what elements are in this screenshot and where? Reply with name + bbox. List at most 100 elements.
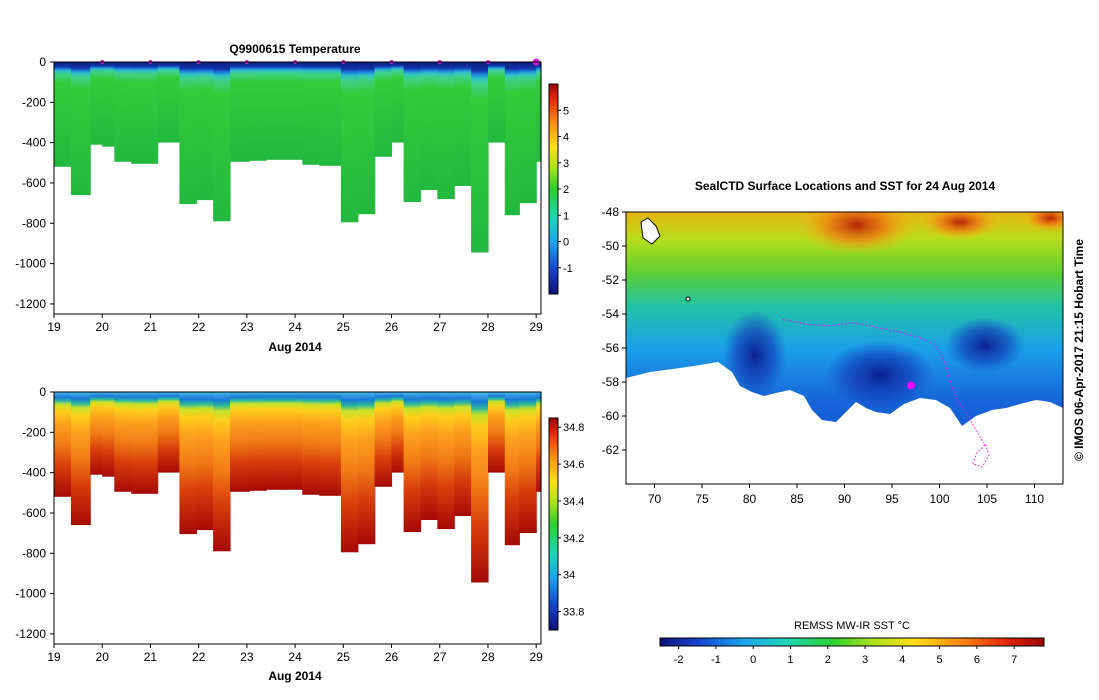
lon-tick-label: 85 — [790, 492, 804, 506]
sst-colorbar — [659, 637, 1045, 647]
y-tick-label: -800 — [22, 546, 46, 560]
salinity-profile — [230, 392, 250, 492]
sst-cold-anomaly — [723, 310, 787, 400]
sst-colorbar-tick-label: 2 — [825, 654, 831, 666]
seal-track — [782, 318, 990, 468]
x-tick-label: 23 — [240, 320, 254, 334]
sst-colorbar-tick-label: 4 — [899, 654, 905, 666]
y-tick-label: -800 — [22, 216, 46, 230]
x-tick-label: 28 — [481, 650, 495, 664]
colorbar-tick-label: 34.8 — [563, 422, 584, 434]
salinity-profile — [357, 392, 376, 545]
temperature-profile — [454, 62, 472, 186]
salinity-y-axis: 0 -200 -400 -600 -800 -1000 -1200 — [15, 385, 54, 641]
y-tick-label: -1200 — [15, 627, 46, 641]
y-tick-label: -600 — [22, 176, 46, 190]
lon-tick-label: 70 — [648, 492, 662, 506]
salinity-profile — [471, 392, 489, 583]
salinity-profile — [454, 392, 472, 516]
salinity-profile — [488, 392, 506, 473]
temperature-plot-frame — [53, 61, 542, 315]
salinity-profiles — [54, 392, 542, 583]
x-tick-label: 21 — [144, 320, 158, 334]
sst-colorbar-tick-label: -1 — [711, 654, 721, 666]
salinity-profile — [179, 392, 197, 535]
temperature-profile — [213, 62, 231, 222]
colorbar-tick-label: 1 — [563, 210, 569, 222]
x-tick-label: 26 — [385, 650, 399, 664]
sst-colorbar-tick-label: 3 — [862, 654, 868, 666]
sst-field — [626, 212, 1063, 484]
sst-warm-anomaly — [1022, 212, 1063, 232]
y-tick-label: -200 — [22, 95, 46, 109]
x-tick-label: 24 — [288, 320, 302, 334]
temperature-profile — [471, 62, 489, 253]
x-tick-label: 29 — [529, 650, 543, 664]
temperature-profile — [54, 62, 72, 167]
kerguelen-island — [640, 217, 661, 245]
temperature-profile — [283, 62, 303, 160]
sst-colorbar-tick-label: 0 — [750, 654, 756, 666]
sst-map-panel: SealCTD Surface Locations and SST for 24… — [602, 179, 1086, 666]
lat-tick-label: -60 — [602, 409, 620, 423]
antarctic-ice-mask — [626, 362, 1063, 484]
lat-tick-label: -54 — [602, 307, 620, 321]
salinity-profile — [519, 392, 537, 534]
colorbar-tick-label: 3 — [563, 158, 569, 170]
sst-cold-anomaly — [825, 340, 935, 410]
lon-tick-label: 100 — [929, 492, 949, 506]
temperature-colorbar-ticks: 5 4 3 2 1 0 -1 — [558, 105, 573, 275]
y-tick-label: -400 — [22, 466, 46, 480]
y-tick-label: 0 — [39, 385, 46, 399]
map-title: SealCTD Surface Locations and SST for 24… — [695, 179, 996, 193]
salinity-profile — [90, 392, 103, 475]
sst-colorbar-tick-label: 6 — [974, 654, 980, 666]
salinity-profile — [102, 392, 115, 477]
temperature-profile — [102, 62, 115, 147]
y-tick-label: -600 — [22, 506, 46, 520]
x-tick-label: 19 — [47, 320, 61, 334]
salinity-profile — [131, 392, 159, 494]
temperature-panel: Q9900615 Temperature 19 20 21 22 23 24 25 26 27 2… — [15, 42, 572, 354]
temperature-profile — [357, 62, 376, 215]
lon-tick-label: 95 — [885, 492, 899, 506]
lat-tick-label: -62 — [602, 443, 620, 457]
salinity-xlabel: Aug 2014 — [268, 669, 322, 683]
temperature-profile — [114, 62, 132, 162]
colorbar-tick-label: 34 — [563, 570, 575, 582]
temperature-xlabel: Aug 2014 — [268, 340, 322, 354]
x-tick-label: 25 — [337, 320, 351, 334]
temperature-profile — [230, 62, 250, 162]
x-tick-label: 22 — [192, 320, 206, 334]
salinity-plot-frame — [53, 391, 542, 645]
salinity-colorbar-ticks: 34.8 34.6 34.4 34.2 34 33.8 — [558, 422, 584, 619]
salinity-profile — [54, 392, 72, 497]
copyright-label: © IMOS 06-Apr-2017 21:15 Hobart Time — [1072, 239, 1086, 461]
x-tick-label: 24 — [288, 650, 302, 664]
x-tick-label: 28 — [481, 320, 495, 334]
lat-tick-label: -50 — [602, 239, 620, 253]
temperature-profile — [391, 62, 405, 143]
colorbar-tick-label: 5 — [563, 105, 569, 117]
temperature-profile — [403, 62, 422, 203]
x-tick-label: 21 — [144, 650, 158, 664]
salinity-colorbar — [548, 417, 559, 631]
sst-cold-anomaly — [945, 317, 1025, 373]
sst-warm-anomaly — [920, 212, 1000, 240]
temperature-profile — [420, 62, 438, 190]
salinity-profile — [319, 392, 342, 496]
salinity-profile — [437, 392, 455, 530]
salinity-profile — [536, 392, 542, 492]
temperature-profile — [157, 62, 180, 143]
temperature-profile — [519, 62, 537, 204]
colorbar-tick-label: 34.6 — [563, 459, 584, 471]
temperature-profile — [536, 62, 542, 162]
temperature-x-axis: 19 20 21 22 23 24 25 26 27 28 29 — [47, 314, 543, 334]
x-tick-label: 27 — [433, 650, 447, 664]
temperature-profile — [340, 62, 359, 223]
lon-tick-label: 105 — [977, 492, 997, 506]
sst-colorbar-tick-label: 7 — [1011, 654, 1017, 666]
x-tick-label: 29 — [529, 320, 543, 334]
temperature-profile — [319, 62, 342, 166]
salinity-profile — [302, 392, 320, 495]
